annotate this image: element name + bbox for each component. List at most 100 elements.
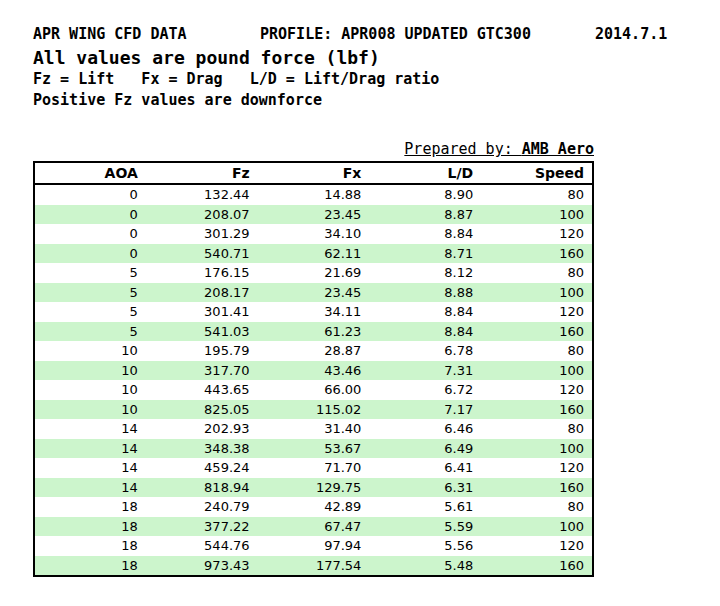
table-cell: 8.88 (369, 283, 481, 303)
table-cell: 66.00 (258, 380, 370, 400)
table-cell: 67.47 (258, 517, 370, 537)
table-cell: 18 (34, 517, 146, 537)
table-cell: 21.69 (258, 263, 370, 283)
table-row: 18377.2267.475.59100 (34, 517, 593, 537)
table-cell: 202.93 (146, 419, 258, 439)
prepared-by-label: Prepared by: (404, 140, 521, 158)
table-cell: 53.67 (258, 439, 370, 459)
table-cell: 18 (34, 497, 146, 517)
table-row: 0132.4414.888.9080 (34, 184, 593, 205)
table-cell: 80 (481, 341, 593, 361)
table-cell: 5.48 (369, 556, 481, 577)
table-cell: 31.40 (258, 419, 370, 439)
table-cell: 8.12 (369, 263, 481, 283)
report-title: APR WING CFD DATA (33, 27, 187, 42)
table-cell: 6.49 (369, 439, 481, 459)
col-header-fz: Fz (146, 162, 258, 184)
table-cell: 10 (34, 341, 146, 361)
table-cell: 5 (34, 302, 146, 322)
table-cell: 132.44 (146, 184, 258, 205)
table-row: 0208.0723.458.87100 (34, 205, 593, 225)
table-cell: 5 (34, 263, 146, 283)
col-header-aoa: AOA (34, 162, 146, 184)
table-row: 10443.6566.006.72120 (34, 380, 593, 400)
table-cell: 177.54 (258, 556, 370, 577)
table-row: 0301.2934.108.84120 (34, 224, 593, 244)
table-cell: 14 (34, 458, 146, 478)
table-cell: 14.88 (258, 184, 370, 205)
table-row: 14459.2471.706.41120 (34, 458, 593, 478)
table-cell: 240.79 (146, 497, 258, 517)
table-cell: 301.41 (146, 302, 258, 322)
table-row: 14348.3853.676.49100 (34, 439, 593, 459)
table-cell: 100 (481, 283, 593, 303)
table-cell: 80 (481, 263, 593, 283)
table-row: 10195.7928.876.7880 (34, 341, 593, 361)
table-header: AOA Fz Fx L/D Speed (34, 162, 593, 184)
table-cell: 100 (481, 517, 593, 537)
table-cell: 0 (34, 184, 146, 205)
table-cell: 348.38 (146, 439, 258, 459)
table-cell: 6.46 (369, 419, 481, 439)
table-cell: 62.11 (258, 244, 370, 264)
table-cell: 540.71 (146, 244, 258, 264)
table-cell: 14 (34, 478, 146, 498)
table-cell: 10 (34, 361, 146, 381)
table-cell: 6.31 (369, 478, 481, 498)
table-cell: 120 (481, 458, 593, 478)
report-header: APR WING CFD DATA PROFILE: APR008 UPDATE… (33, 0, 720, 113)
table-row: 10317.7043.467.31100 (34, 361, 593, 381)
col-header-ld: L/D (369, 162, 481, 184)
table-cell: 160 (481, 400, 593, 420)
prepared-by-value: AMB Aero (522, 140, 594, 158)
table-cell: 120 (481, 302, 593, 322)
legend-line: Fz = Lift Fx = Drag L/D = Lift/Drag rati… (33, 71, 720, 92)
table-cell: 14 (34, 439, 146, 459)
table-cell: 317.70 (146, 361, 258, 381)
table-row: 18544.7697.945.56120 (34, 536, 593, 556)
table-cell: 5.59 (369, 517, 481, 537)
table-cell: 459.24 (146, 458, 258, 478)
table-cell: 8.84 (369, 224, 481, 244)
header-row: AOA Fz Fx L/D Speed (34, 162, 593, 184)
table-row: 5176.1521.698.1280 (34, 263, 593, 283)
col-header-fx: Fx (258, 162, 370, 184)
table-row: 18973.43177.545.48160 (34, 556, 593, 577)
table-cell: 301.29 (146, 224, 258, 244)
table-cell: 80 (481, 497, 593, 517)
table-cell: 443.65 (146, 380, 258, 400)
title-line: APR WING CFD DATA PROFILE: APR008 UPDATE… (33, 27, 720, 48)
table-cell: 6.41 (369, 458, 481, 478)
table-row: 5208.1723.458.88100 (34, 283, 593, 303)
table-cell: 80 (481, 184, 593, 205)
table-cell: 5 (34, 283, 146, 303)
table-cell: 195.79 (146, 341, 258, 361)
table-cell: 80 (481, 419, 593, 439)
table-cell: 160 (481, 322, 593, 342)
table-cell: 34.10 (258, 224, 370, 244)
table-cell: 8.87 (369, 205, 481, 225)
table-cell: 160 (481, 556, 593, 577)
table-cell: 100 (481, 439, 593, 459)
table-row: 14818.94129.756.31160 (34, 478, 593, 498)
table-cell: 7.17 (369, 400, 481, 420)
table-cell: 544.76 (146, 536, 258, 556)
table-cell: 160 (481, 478, 593, 498)
report-date: 2014.7.1 (595, 27, 667, 42)
table-cell: 14 (34, 419, 146, 439)
table-cell: 208.17 (146, 283, 258, 303)
table-cell: 10 (34, 380, 146, 400)
table-cell: 34.11 (258, 302, 370, 322)
table-cell: 8.84 (369, 302, 481, 322)
table-row: 14202.9331.406.4680 (34, 419, 593, 439)
note-line: Positive Fz values are downforce (33, 92, 720, 113)
table-cell: 8.84 (369, 322, 481, 342)
table-row: 10825.05115.027.17160 (34, 400, 593, 420)
prepared-by-line: Prepared by: AMB Aero (33, 140, 594, 159)
table-cell: 120 (481, 224, 593, 244)
table-cell: 100 (481, 205, 593, 225)
table-cell: 208.07 (146, 205, 258, 225)
table-cell: 0 (34, 224, 146, 244)
table-cell: 23.45 (258, 283, 370, 303)
table-row: 5541.0361.238.84160 (34, 322, 593, 342)
